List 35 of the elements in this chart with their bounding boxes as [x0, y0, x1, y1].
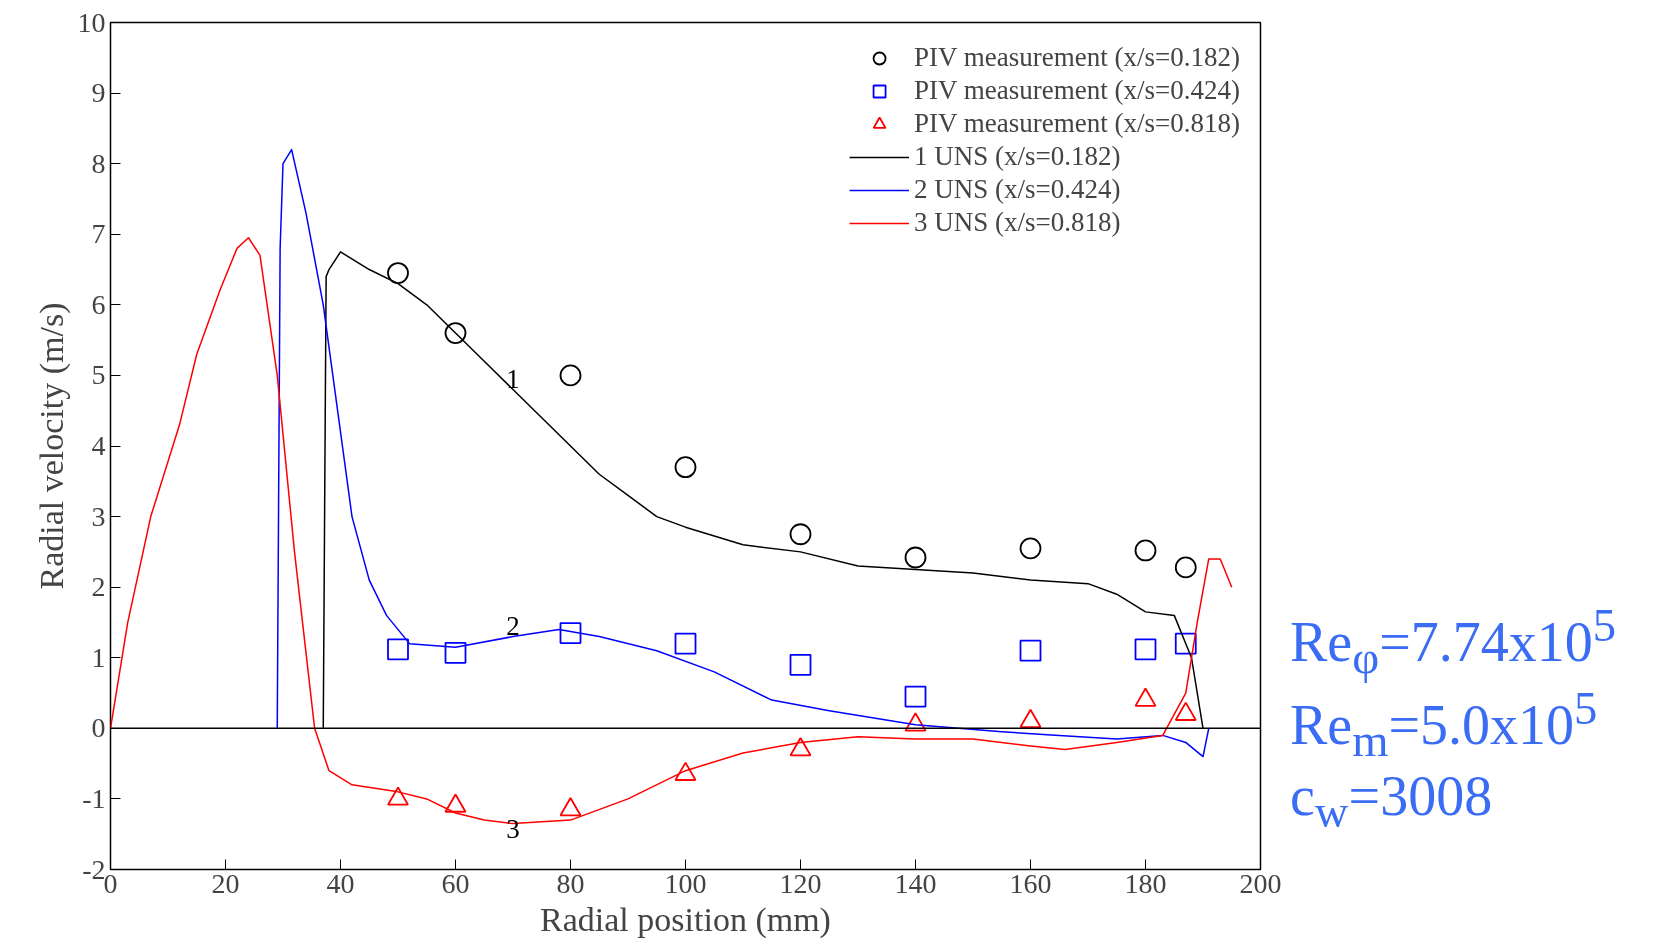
x-tick-label: 180 [1124, 867, 1167, 899]
text: c$_{w}$=3008 [1290, 765, 1493, 838]
text: Re$_{φ}$=7.74x10$^{5}$ [1290, 599, 1617, 683]
x-tick-label: 40 [326, 867, 355, 899]
y-tick-label: 5 [91, 359, 106, 391]
annotation: 1 [506, 363, 520, 394]
legend-label: PIV measurement (x/s=0.182) [914, 42, 1240, 73]
x-tick-label: 200 [1239, 867, 1282, 899]
x-tick-label: 160 [1009, 867, 1052, 899]
y-tick-label: -1 [82, 782, 106, 814]
x-tick-label: 60 [441, 867, 470, 899]
legend-label: PIV measurement (x/s=0.424) [914, 75, 1240, 106]
y-axis-title: Radial velocity (m/s) [32, 302, 71, 590]
x-tick-label: 120 [779, 867, 822, 899]
y-tick-label: 2 [91, 571, 106, 603]
x-tick-label: 140 [894, 867, 937, 899]
legend-label: PIV measurement (x/s=0.818) [914, 108, 1240, 139]
y-tick-label: 1 [91, 641, 106, 673]
y-tick-label: 7 [91, 218, 106, 250]
y-tick-label: 4 [91, 430, 106, 461]
legend-label: 2 UNS (x/s=0.424) [914, 174, 1121, 205]
y-tick-label: 3 [91, 500, 106, 532]
y-tick-label: 0 [91, 712, 106, 744]
x-tick-label: 20 [211, 867, 240, 899]
y-tick-label: 10 [77, 6, 106, 38]
y-tick-label: 8 [91, 147, 106, 179]
annotation: 2 [506, 610, 520, 641]
y-tick-label: 9 [91, 77, 106, 109]
x-tick-label: 100 [664, 867, 707, 899]
y-tick-label: 6 [91, 288, 106, 320]
legend-label: 3 UNS (x/s=0.818) [914, 207, 1121, 238]
legend-label: 1 UNS (x/s=0.182) [914, 141, 1121, 172]
text: Re$_{m}$=5.0x10$^{5}$ [1290, 682, 1598, 767]
x-axis-title: Radial position (mm) [540, 900, 831, 939]
x-tick-label: 80 [556, 867, 585, 899]
